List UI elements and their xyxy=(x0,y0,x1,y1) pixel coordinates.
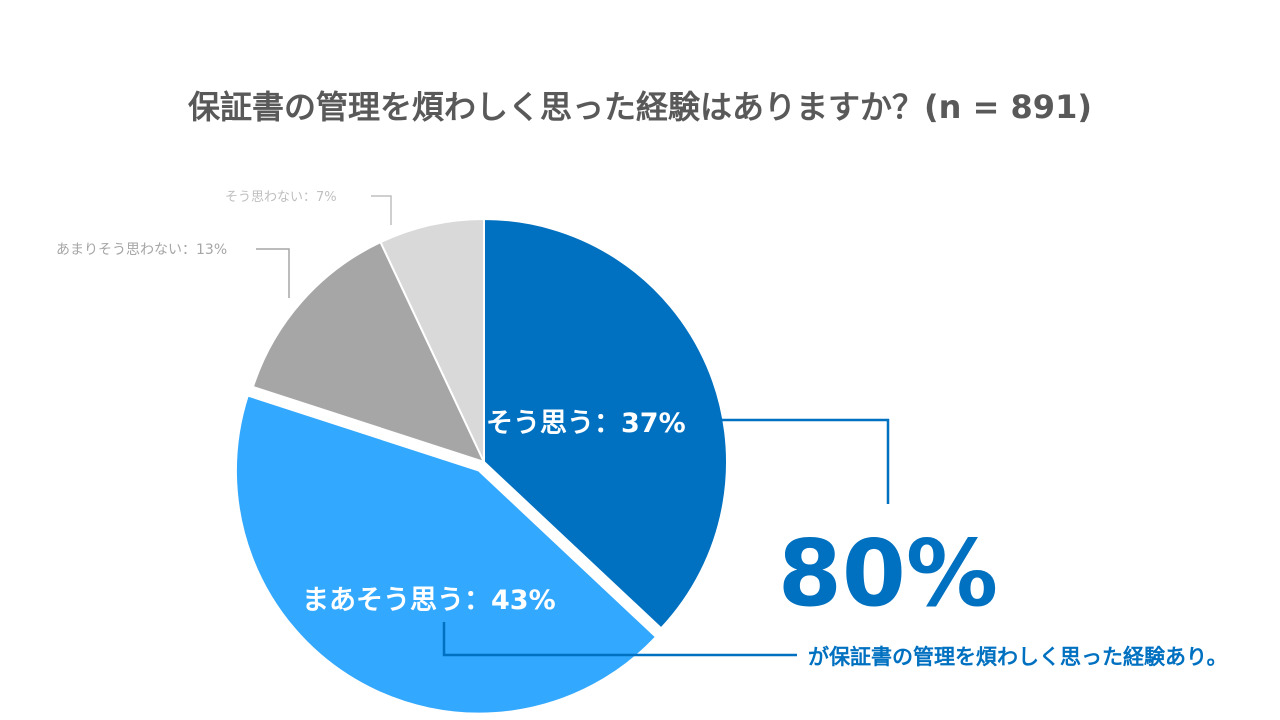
slice-label-maa-sou-omou: まあそう思う：43% xyxy=(302,585,556,616)
slice-label-amari-sou-omowanai: あまりそう思わない：13% xyxy=(56,242,227,258)
slice-label-sou-omowanai: そう思わない：7% xyxy=(225,190,337,205)
leader-line-sou-omowanai xyxy=(371,195,392,225)
slice-label-sou-omou: そう思う：37% xyxy=(486,408,686,439)
leader-line-maa-sou-omou xyxy=(442,622,797,657)
leader-line-sou-omou xyxy=(712,418,890,504)
chart-title: 保証書の管理を煩わしく思った経験はありますか？(n = 891) xyxy=(188,88,1092,126)
slice-sou-omowanai xyxy=(379,217,485,463)
leader-lines xyxy=(256,195,890,657)
slice-labels: そう思う：37% まあそう思う：43% あまりそう思わない：13% そう思わない… xyxy=(56,190,686,616)
pie-slices xyxy=(234,217,728,715)
slice-maa-sou-omou xyxy=(234,394,658,715)
callout-text: が保証書の管理を煩わしく思った経験あり。 xyxy=(808,645,1228,669)
callout-percentage: 80% xyxy=(778,520,998,627)
slice-sou-omou xyxy=(483,217,728,630)
slice-amari-sou-omowanai xyxy=(251,240,486,464)
leader-line-amari-sou-omowanai xyxy=(256,248,290,298)
